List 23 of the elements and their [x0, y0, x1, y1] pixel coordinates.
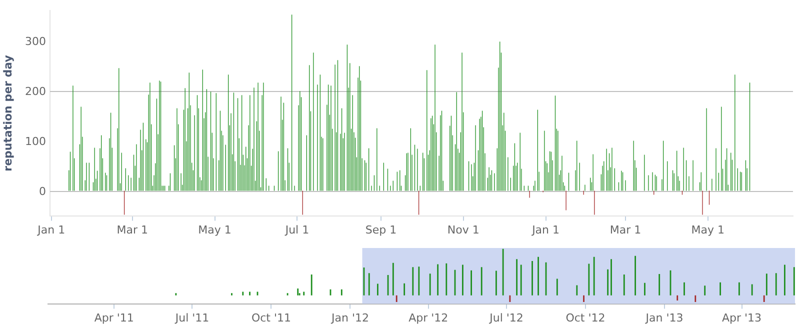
x-tick-label: Jul '12	[488, 311, 524, 324]
x-tick-label: Nov 1	[447, 223, 480, 236]
x-tick-label: Apr '13	[722, 311, 762, 324]
x-tick-label: Jan '13	[644, 311, 684, 324]
y-tick-label: 300	[25, 34, 46, 48]
x-tick-label: Apr '12	[408, 311, 448, 324]
x-tick-label: May 1	[691, 223, 725, 236]
x-tick-label: Sep 1	[365, 223, 397, 236]
x-tick-label: Mar 1	[610, 223, 642, 236]
y-tick-label: 0	[39, 185, 46, 198]
x-tick-label: Oct '11	[251, 311, 292, 324]
x-tick-label: May 1	[198, 223, 232, 236]
y-axis-title: reputation per day	[1, 55, 14, 172]
x-tick-label: Apr '11	[94, 311, 134, 324]
x-tick-label: Mar 1	[116, 223, 148, 236]
x-tick-label: Jul '11	[174, 311, 210, 324]
x-tick-label: Oct '12	[566, 311, 606, 324]
x-tick-label: Jan '12	[330, 311, 369, 324]
y-tick-label: 100	[25, 135, 46, 148]
x-tick-label: Jul 1	[284, 223, 310, 236]
x-tick-label: Jan 1	[531, 223, 560, 236]
x-tick-label: Jan 1	[36, 223, 66, 236]
y-tick-label: 200	[25, 85, 46, 98]
